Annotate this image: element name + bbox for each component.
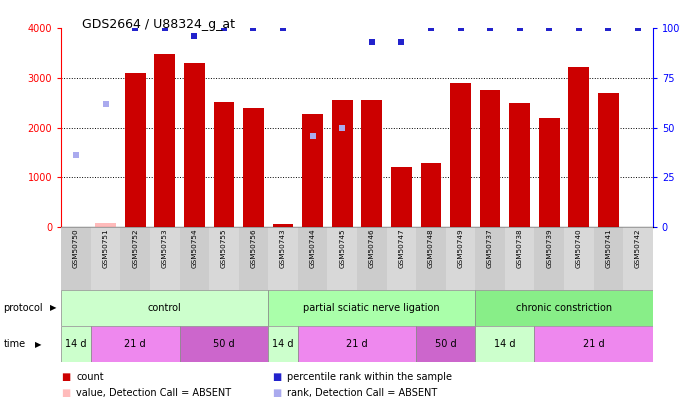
Text: ▶: ▶ bbox=[50, 303, 56, 312]
Text: percentile rank within the sample: percentile rank within the sample bbox=[287, 373, 452, 382]
Text: GSM50756: GSM50756 bbox=[250, 229, 256, 268]
Bar bbox=[327, 227, 357, 290]
Bar bbox=[421, 163, 441, 227]
Text: value, Detection Call = ABSENT: value, Detection Call = ABSENT bbox=[76, 388, 231, 398]
Bar bbox=[298, 227, 327, 290]
Text: GDS2664 / U88324_g_at: GDS2664 / U88324_g_at bbox=[82, 18, 235, 31]
Text: GSM50744: GSM50744 bbox=[309, 229, 316, 268]
Bar bbox=[475, 227, 505, 290]
Text: time: time bbox=[3, 339, 26, 349]
Text: GSM50740: GSM50740 bbox=[576, 229, 582, 268]
Bar bbox=[268, 290, 475, 326]
Text: ■: ■ bbox=[272, 388, 282, 398]
Bar bbox=[154, 54, 175, 227]
Text: GSM50745: GSM50745 bbox=[339, 229, 345, 268]
Bar bbox=[534, 326, 653, 362]
Text: ▶: ▶ bbox=[35, 340, 42, 349]
Text: GSM50748: GSM50748 bbox=[428, 229, 434, 268]
Text: 14 d: 14 d bbox=[272, 339, 294, 349]
Bar bbox=[91, 227, 120, 290]
Text: GSM50755: GSM50755 bbox=[221, 229, 227, 268]
Bar bbox=[61, 227, 91, 290]
Text: GSM50747: GSM50747 bbox=[398, 229, 405, 268]
Bar bbox=[91, 326, 180, 362]
Bar bbox=[184, 63, 205, 227]
Bar bbox=[332, 100, 352, 227]
Text: GSM50739: GSM50739 bbox=[546, 229, 552, 268]
Bar bbox=[180, 326, 268, 362]
Text: ■: ■ bbox=[61, 388, 71, 398]
Bar bbox=[125, 73, 146, 227]
Text: 14 d: 14 d bbox=[494, 339, 515, 349]
Bar bbox=[268, 326, 298, 362]
Bar bbox=[623, 227, 653, 290]
Text: 14 d: 14 d bbox=[65, 339, 87, 349]
Bar bbox=[243, 108, 264, 227]
Text: GSM50753: GSM50753 bbox=[162, 229, 168, 268]
Text: ■: ■ bbox=[61, 373, 71, 382]
Bar bbox=[61, 326, 91, 362]
Bar bbox=[273, 224, 293, 227]
Bar bbox=[150, 227, 180, 290]
Bar bbox=[239, 227, 268, 290]
Text: GSM50750: GSM50750 bbox=[73, 229, 79, 268]
Bar bbox=[303, 114, 323, 227]
Bar bbox=[534, 227, 564, 290]
Bar bbox=[564, 227, 594, 290]
Text: GSM50749: GSM50749 bbox=[458, 229, 464, 268]
Bar bbox=[505, 227, 534, 290]
Text: GSM50752: GSM50752 bbox=[132, 229, 138, 268]
Text: 21 d: 21 d bbox=[583, 339, 605, 349]
Bar bbox=[298, 326, 416, 362]
Bar bbox=[568, 67, 589, 227]
Text: GSM50751: GSM50751 bbox=[103, 229, 109, 268]
Text: partial sciatic nerve ligation: partial sciatic nerve ligation bbox=[303, 303, 440, 313]
Text: GSM50746: GSM50746 bbox=[369, 229, 375, 268]
Text: GSM50742: GSM50742 bbox=[635, 229, 641, 268]
Text: count: count bbox=[76, 373, 104, 382]
Bar bbox=[386, 227, 416, 290]
Text: chronic constriction: chronic constriction bbox=[516, 303, 612, 313]
Bar bbox=[391, 167, 411, 227]
Text: 50 d: 50 d bbox=[435, 339, 456, 349]
Bar bbox=[209, 227, 239, 290]
Bar bbox=[61, 290, 268, 326]
Text: GSM50754: GSM50754 bbox=[191, 229, 197, 268]
Text: 21 d: 21 d bbox=[124, 339, 146, 349]
Bar bbox=[446, 227, 475, 290]
Text: GSM50737: GSM50737 bbox=[487, 229, 493, 268]
Bar bbox=[214, 102, 234, 227]
Bar bbox=[450, 83, 471, 227]
Text: ■: ■ bbox=[272, 373, 282, 382]
Bar bbox=[475, 290, 653, 326]
Bar bbox=[95, 223, 116, 227]
Text: control: control bbox=[148, 303, 182, 313]
Bar bbox=[362, 100, 382, 227]
Text: GSM50738: GSM50738 bbox=[517, 229, 523, 268]
Bar bbox=[475, 326, 534, 362]
Text: 50 d: 50 d bbox=[213, 339, 235, 349]
Bar bbox=[598, 93, 619, 227]
Text: rank, Detection Call = ABSENT: rank, Detection Call = ABSENT bbox=[287, 388, 437, 398]
Text: 21 d: 21 d bbox=[346, 339, 368, 349]
Text: protocol: protocol bbox=[3, 303, 43, 313]
Bar bbox=[416, 227, 446, 290]
Text: GSM50741: GSM50741 bbox=[605, 229, 611, 268]
Bar bbox=[480, 90, 500, 227]
Bar bbox=[180, 227, 209, 290]
Bar bbox=[357, 227, 386, 290]
Text: GSM50743: GSM50743 bbox=[280, 229, 286, 268]
Bar bbox=[268, 227, 298, 290]
Bar bbox=[594, 227, 623, 290]
Bar bbox=[416, 326, 475, 362]
Bar bbox=[120, 227, 150, 290]
Bar bbox=[539, 118, 560, 227]
Bar bbox=[509, 103, 530, 227]
